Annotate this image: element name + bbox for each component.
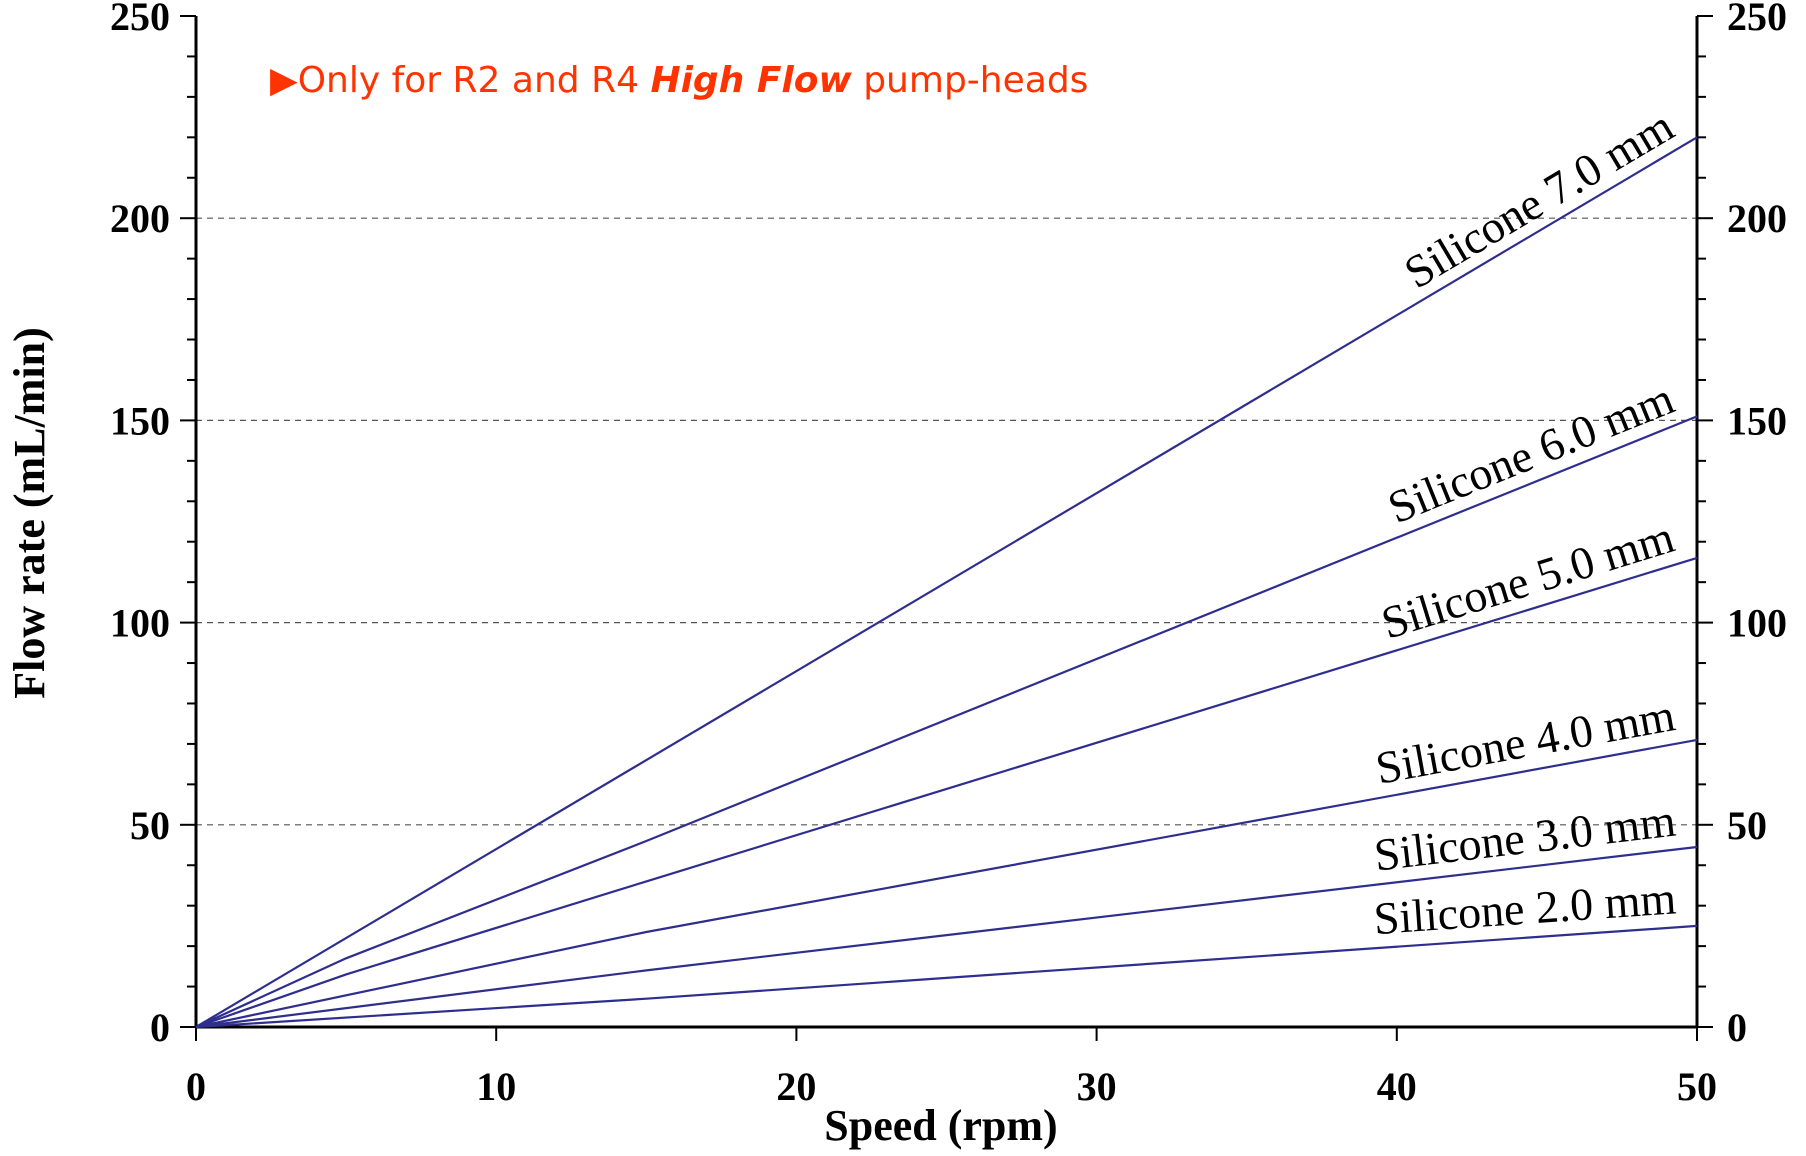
series-line [195,924,1698,1029]
series-label: Silicone 7.0 mm [1396,100,1683,298]
high-flow-note: ▶Only for R2 and R4 High Flow pump-heads [270,60,1088,101]
y-tick-label-left: 50 [130,803,170,848]
y-tick-label-left: 100 [110,601,170,646]
series-lines [195,136,1698,1029]
series-line [195,556,1698,1029]
series-label: Silicone 5.0 mm [1376,511,1681,649]
x-tick-label: 40 [1377,1064,1417,1109]
y-tick-label-right: 50 [1727,803,1767,848]
y-tick-label-left: 150 [110,398,170,443]
grid-lines [196,217,1697,826]
y-tick-label-right: 0 [1727,1005,1747,1050]
x-tick-label: 30 [1077,1064,1117,1109]
x-axis-title: Speed (rpm) [824,1101,1057,1150]
series-label: Silicone 6.0 mm [1381,372,1681,533]
x-tick-label: 50 [1677,1064,1717,1109]
series-line [195,136,1698,1028]
y-tick-label-right: 200 [1727,196,1787,241]
x-tick-label: 10 [476,1064,516,1109]
series-line [195,738,1698,1029]
series-label: Silicone 2.0 mm [1372,872,1678,944]
y-tick-label-left: 200 [110,196,170,241]
y-axis-title: Flow rate (mL/min) [5,327,54,698]
note-marker: ▶ [270,60,298,101]
note-text-before: Only for R2 and R4 [298,60,651,101]
note-text-after: pump-heads [852,60,1089,101]
x-tick-label: 0 [186,1064,206,1109]
note-emphasis: High Flow [650,60,852,101]
series-label: Silicone 4.0 mm [1372,689,1679,794]
y-tick-label-left: 0 [150,1005,170,1050]
plot-frame [194,16,1699,1029]
series-line [195,845,1698,1029]
x-tick-label: 20 [776,1064,816,1109]
y-tick-label-left: 250 [110,0,170,39]
y-tick-label-right: 250 [1727,0,1787,39]
y-tick-label-right: 150 [1727,398,1787,443]
series-line [195,415,1698,1029]
axis-ticks [180,15,1713,1041]
y-tick-label-right: 100 [1727,601,1787,646]
